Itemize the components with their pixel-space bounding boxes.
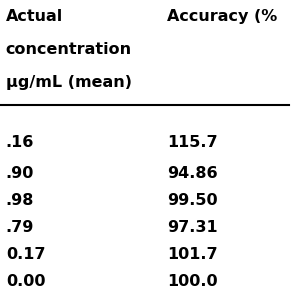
Text: 94.86: 94.86 — [167, 166, 218, 181]
Text: .79: .79 — [6, 220, 34, 235]
Text: Actual: Actual — [6, 9, 63, 24]
Text: 0.00: 0.00 — [6, 274, 45, 289]
Text: µg/mL (mean): µg/mL (mean) — [6, 75, 132, 90]
Text: .16: .16 — [6, 135, 34, 150]
Text: .98: .98 — [6, 193, 34, 208]
Text: 100.0: 100.0 — [167, 274, 218, 289]
Text: 101.7: 101.7 — [167, 247, 218, 262]
Text: .90: .90 — [6, 166, 34, 181]
Text: 0.17: 0.17 — [6, 247, 45, 262]
Text: concentration: concentration — [6, 42, 132, 57]
Text: 97.31: 97.31 — [167, 220, 218, 235]
Text: Accuracy (%: Accuracy (% — [167, 9, 278, 24]
Text: 99.50: 99.50 — [167, 193, 218, 208]
Text: 115.7: 115.7 — [167, 135, 218, 150]
